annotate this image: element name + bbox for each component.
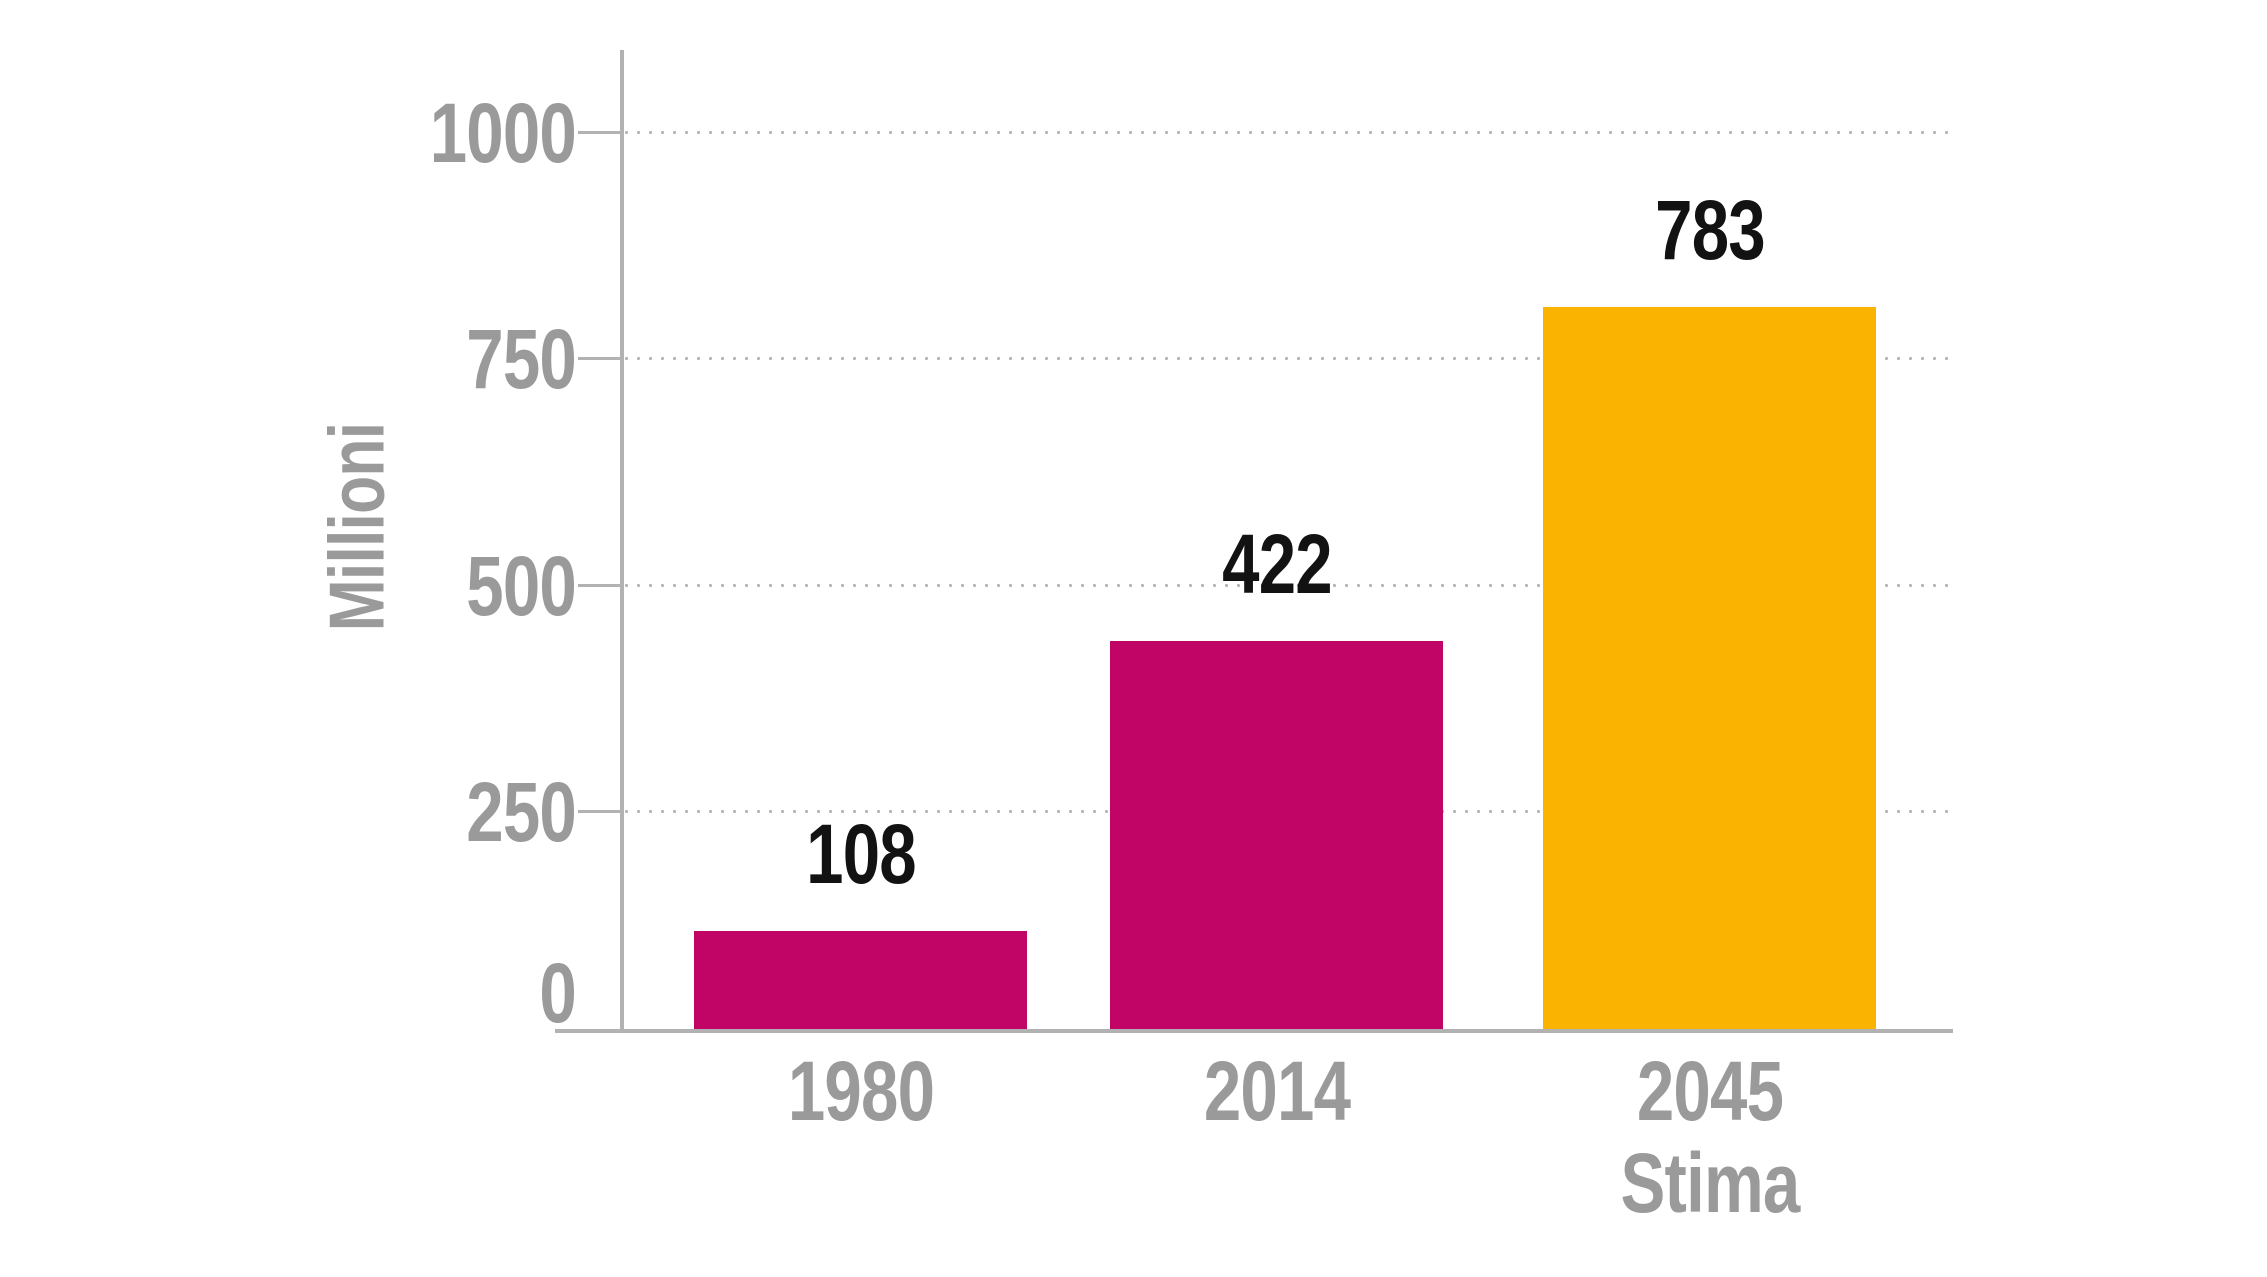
- category-label-2045-stima: 2045 Stima: [1542, 1045, 1878, 1229]
- category-label-line: 2045: [1636, 1044, 1784, 1138]
- gridline-1000: [625, 131, 1953, 134]
- y-tick-mark-500: [578, 584, 620, 587]
- y-tick-label-0: 0: [539, 946, 576, 1040]
- value-label-1980: 108: [806, 807, 917, 901]
- x-axis-line: [555, 1029, 1953, 1033]
- y-tick-label-750: 750: [466, 312, 577, 406]
- bar-2014: [1110, 641, 1443, 1031]
- y-tick-mark-750: [578, 357, 620, 360]
- category-label-line: Stima: [1620, 1136, 1801, 1230]
- gridline-500: [625, 584, 1953, 587]
- bar-2045-stima: [1543, 307, 1876, 1031]
- bar-1980: [694, 931, 1027, 1031]
- category-label-2014: 2014: [1109, 1045, 1445, 1137]
- y-axis-line: [620, 50, 624, 1033]
- category-label-1980: 1980: [693, 1045, 1029, 1137]
- y-tick-label-250: 250: [466, 765, 577, 859]
- category-label-line: 1980: [787, 1044, 935, 1138]
- gridline-750: [625, 357, 1953, 360]
- y-tick-label-1000: 1000: [429, 86, 577, 180]
- category-label-line: 2014: [1203, 1044, 1351, 1138]
- value-label-2045-stima: 783: [1655, 183, 1766, 277]
- y-tick-mark-1000: [578, 131, 620, 134]
- y-tick-label-500: 500: [466, 539, 577, 633]
- value-label-2014: 422: [1222, 517, 1333, 611]
- y-tick-mark-250: [578, 810, 620, 813]
